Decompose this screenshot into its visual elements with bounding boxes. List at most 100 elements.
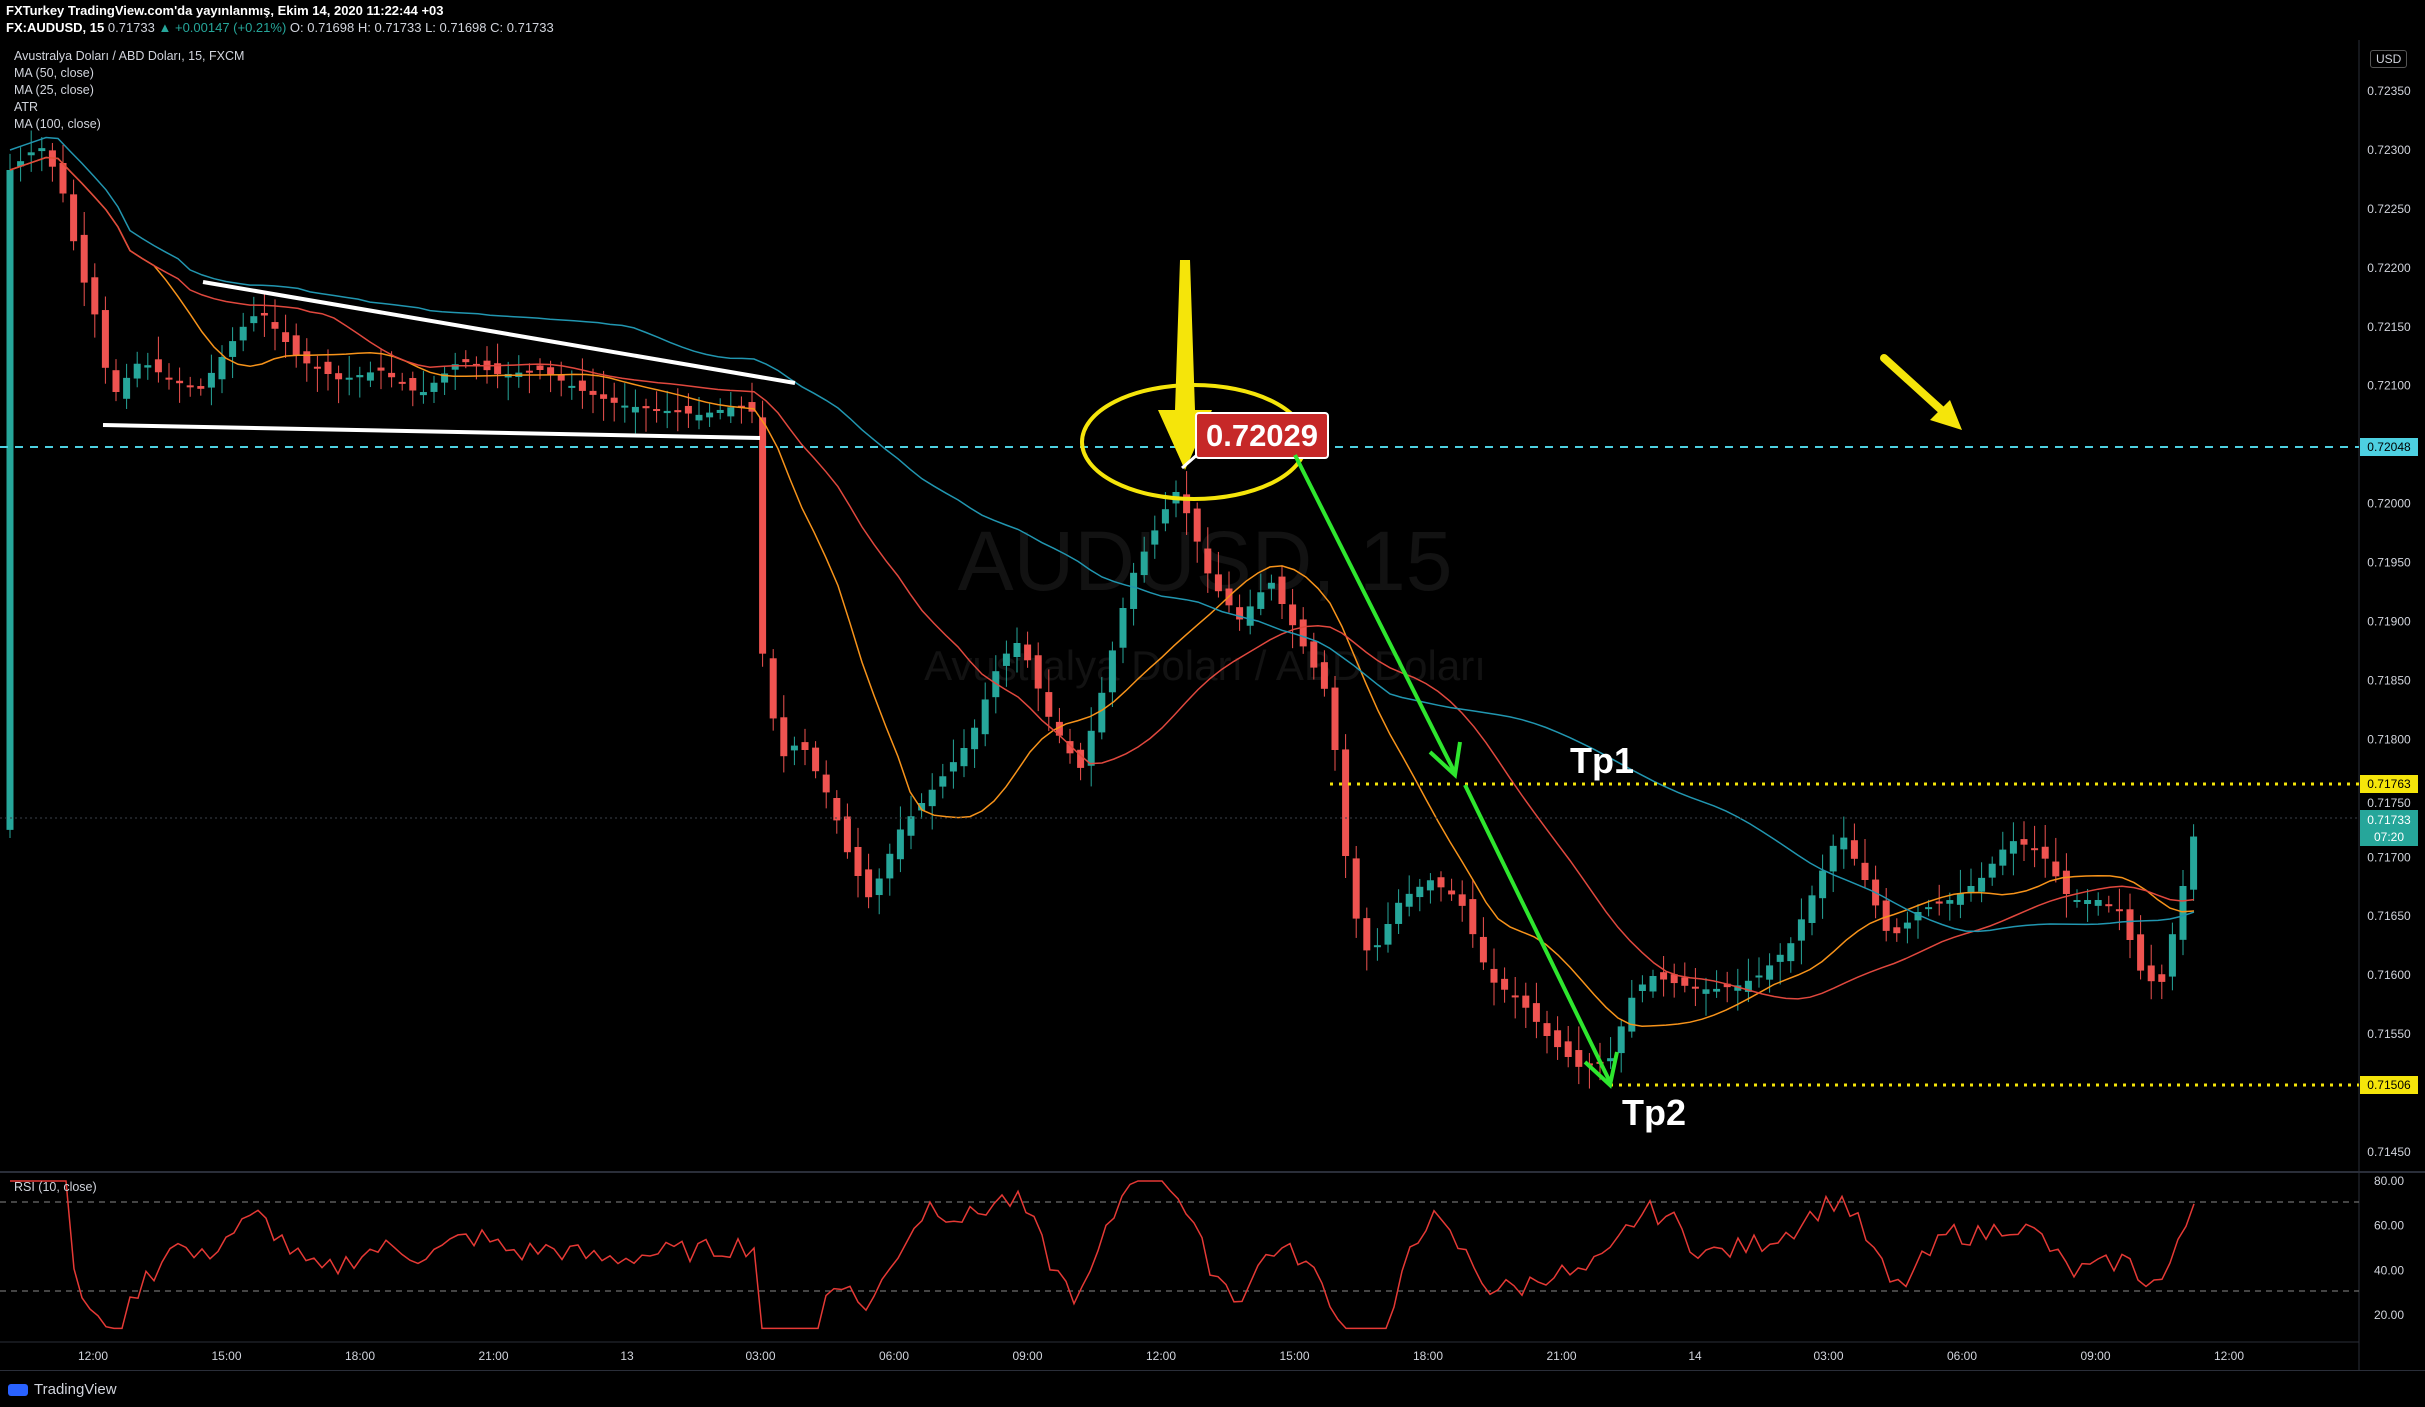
time-axis[interactable]: 12:00 15:00 18:00 21:00 13 03:00 06:00 09:00 12:… xyxy=(78,1349,2244,1363)
candle-body xyxy=(441,373,449,383)
candle-body xyxy=(229,341,237,357)
candle-body xyxy=(1978,877,1986,892)
price-tick-label: 0.71600 xyxy=(2367,968,2411,982)
legend-ma100[interactable]: MA (100, close) xyxy=(14,117,101,131)
price-box-text: 0.72029 xyxy=(1206,418,1318,453)
candle-body xyxy=(1670,974,1678,984)
rsi-tick-label: 20.00 xyxy=(2374,1308,2404,1322)
candle-body xyxy=(525,370,533,373)
legend-ma50[interactable]: MA (50, close) xyxy=(14,66,94,80)
candle-body xyxy=(165,377,173,380)
candle-body xyxy=(1342,749,1350,856)
candle-body xyxy=(663,410,671,414)
candle-body xyxy=(409,378,417,391)
candle-body xyxy=(1638,984,1646,992)
lower-trendline[interactable] xyxy=(102,423,761,440)
price-tick-label: 0.71450 xyxy=(2367,1145,2411,1159)
time-tick-label: 12:00 xyxy=(1146,1349,1176,1363)
candle-body xyxy=(960,748,968,767)
candle-body xyxy=(430,382,438,392)
candle-body xyxy=(790,745,798,751)
candle-body xyxy=(176,380,184,384)
price-axis[interactable]: 0.72350 0.72300 0.72250 0.72200 0.72150 0.721… xyxy=(2367,84,2411,1159)
candle-body xyxy=(1119,608,1127,648)
candle-body xyxy=(366,372,374,381)
candle-body xyxy=(1935,901,1943,904)
candle-body xyxy=(1448,890,1456,895)
candle-body xyxy=(345,377,353,380)
candle-body xyxy=(1183,494,1191,514)
candle-body xyxy=(886,853,894,879)
candle-body xyxy=(2190,836,2198,890)
candle-body xyxy=(1607,1058,1615,1062)
candle-body xyxy=(1214,574,1222,592)
candle-body xyxy=(769,658,777,719)
candle-body xyxy=(1002,653,1010,666)
time-tick-label: 09:00 xyxy=(2080,1349,2110,1363)
time-tick-label: 12:00 xyxy=(78,1349,108,1363)
candle-body xyxy=(2020,839,2028,845)
publish-info: FXTurkey TradingView.com'da yayınlanmış,… xyxy=(6,3,444,18)
rsi-tick-label: 80.00 xyxy=(2374,1174,2404,1188)
price-tick-label: 0.71650 xyxy=(2367,909,2411,923)
rsi-tick-label: 60.00 xyxy=(2374,1219,2404,1233)
candle-body xyxy=(1426,880,1434,891)
current-price: 0.71733 xyxy=(107,20,155,35)
candle-body xyxy=(6,170,14,830)
time-tick-label: 03:00 xyxy=(1813,1349,1843,1363)
tradingview-logo[interactable]: TradingView xyxy=(8,1381,117,1398)
candle-body xyxy=(419,392,427,396)
candle-body xyxy=(1914,912,1922,921)
candle-body xyxy=(1289,604,1297,626)
ohlc-values: O: 0.71698 H: 0.71733 L: 0.71698 C: 0.71… xyxy=(289,20,554,35)
small-arrow-annotation[interactable] xyxy=(1880,354,1962,430)
rsi-axis[interactable]: 80.00 60.00 40.00 20.00 xyxy=(2374,1174,2404,1322)
price-box-annotation[interactable]: 0.72029 xyxy=(1181,412,1329,470)
candle-body xyxy=(1649,976,1657,992)
time-tick-label: 06:00 xyxy=(879,1349,909,1363)
candle-body xyxy=(759,417,767,654)
header-bar: FXTurkey TradingView.com'da yayınlanmış,… xyxy=(0,0,2425,40)
rsi-tick-label: 40.00 xyxy=(2374,1263,2404,1277)
rsi-line xyxy=(10,1180,2195,1330)
legend-ma25[interactable]: MA (25, close) xyxy=(14,83,94,97)
candle-body xyxy=(727,407,735,417)
candle-body xyxy=(780,717,788,757)
candle-body xyxy=(748,402,756,412)
candle-body xyxy=(1723,983,1731,988)
candle-body xyxy=(812,747,820,772)
candle-body xyxy=(653,409,661,412)
candle-body xyxy=(907,816,915,836)
target-path-arrows[interactable] xyxy=(1293,454,1619,1089)
main-pane[interactable] xyxy=(0,40,2359,1172)
candle-body xyxy=(218,357,226,380)
candle-body xyxy=(1098,692,1106,733)
candle-body xyxy=(1755,975,1763,978)
candle-body xyxy=(822,774,830,793)
upper-trendline[interactable] xyxy=(202,280,796,385)
price-tag-cyan-text: 0.72048 xyxy=(2367,440,2411,454)
price-tick-label: 0.71900 xyxy=(2367,615,2411,629)
price-tick-label: 0.72350 xyxy=(2367,84,2411,98)
candle-body xyxy=(1808,895,1816,923)
candle-body xyxy=(1045,692,1053,717)
candle-body xyxy=(1161,509,1169,524)
candle-body xyxy=(1660,972,1668,980)
symbol-info: FX:AUDUSD, 15 0.71733 ▲ +0.00147 (+0.21%… xyxy=(6,20,554,35)
legend-atr[interactable]: ATR xyxy=(14,100,39,114)
candle-body xyxy=(1744,980,1752,992)
candle-body xyxy=(186,385,194,388)
time-tick-label: 03:00 xyxy=(745,1349,775,1363)
candle-body xyxy=(706,412,714,418)
candle-body xyxy=(462,359,470,363)
price-change: ▲ +0.00147 (+0.21%) xyxy=(158,20,287,35)
candle-body xyxy=(1628,997,1636,1032)
candle-body xyxy=(2105,904,2113,907)
candle-body xyxy=(1066,741,1074,754)
candle-body xyxy=(112,370,120,392)
currency-badge[interactable]: USD xyxy=(2370,50,2408,68)
rsi-legend[interactable]: RSI (10, close) xyxy=(14,1180,97,1194)
candle-body xyxy=(2137,934,2145,971)
price-tag-tp2-text: 0.71506 xyxy=(2367,1078,2411,1092)
